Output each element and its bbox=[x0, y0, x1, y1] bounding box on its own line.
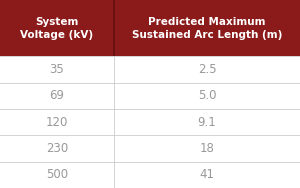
Bar bbox=[113, 0, 115, 56]
Text: 230: 230 bbox=[46, 142, 68, 155]
Text: Predicted Maximum
Sustained Arc Length (m): Predicted Maximum Sustained Arc Length (… bbox=[132, 17, 282, 40]
Bar bbox=[0, 162, 300, 188]
Text: 500: 500 bbox=[46, 168, 68, 181]
Text: 9.1: 9.1 bbox=[198, 116, 216, 129]
Bar bbox=[0, 135, 300, 162]
Bar bbox=[0, 109, 300, 135]
Text: 18: 18 bbox=[200, 142, 214, 155]
Text: 41: 41 bbox=[200, 168, 214, 181]
Text: System
Voltage (kV): System Voltage (kV) bbox=[20, 17, 94, 40]
Text: 5.0: 5.0 bbox=[198, 89, 216, 102]
Bar bbox=[0, 0, 300, 56]
Text: 69: 69 bbox=[50, 89, 64, 102]
Bar bbox=[0, 56, 300, 83]
Text: 120: 120 bbox=[46, 116, 68, 129]
Bar bbox=[0, 83, 300, 109]
Text: 35: 35 bbox=[50, 63, 64, 76]
Text: 2.5: 2.5 bbox=[198, 63, 216, 76]
